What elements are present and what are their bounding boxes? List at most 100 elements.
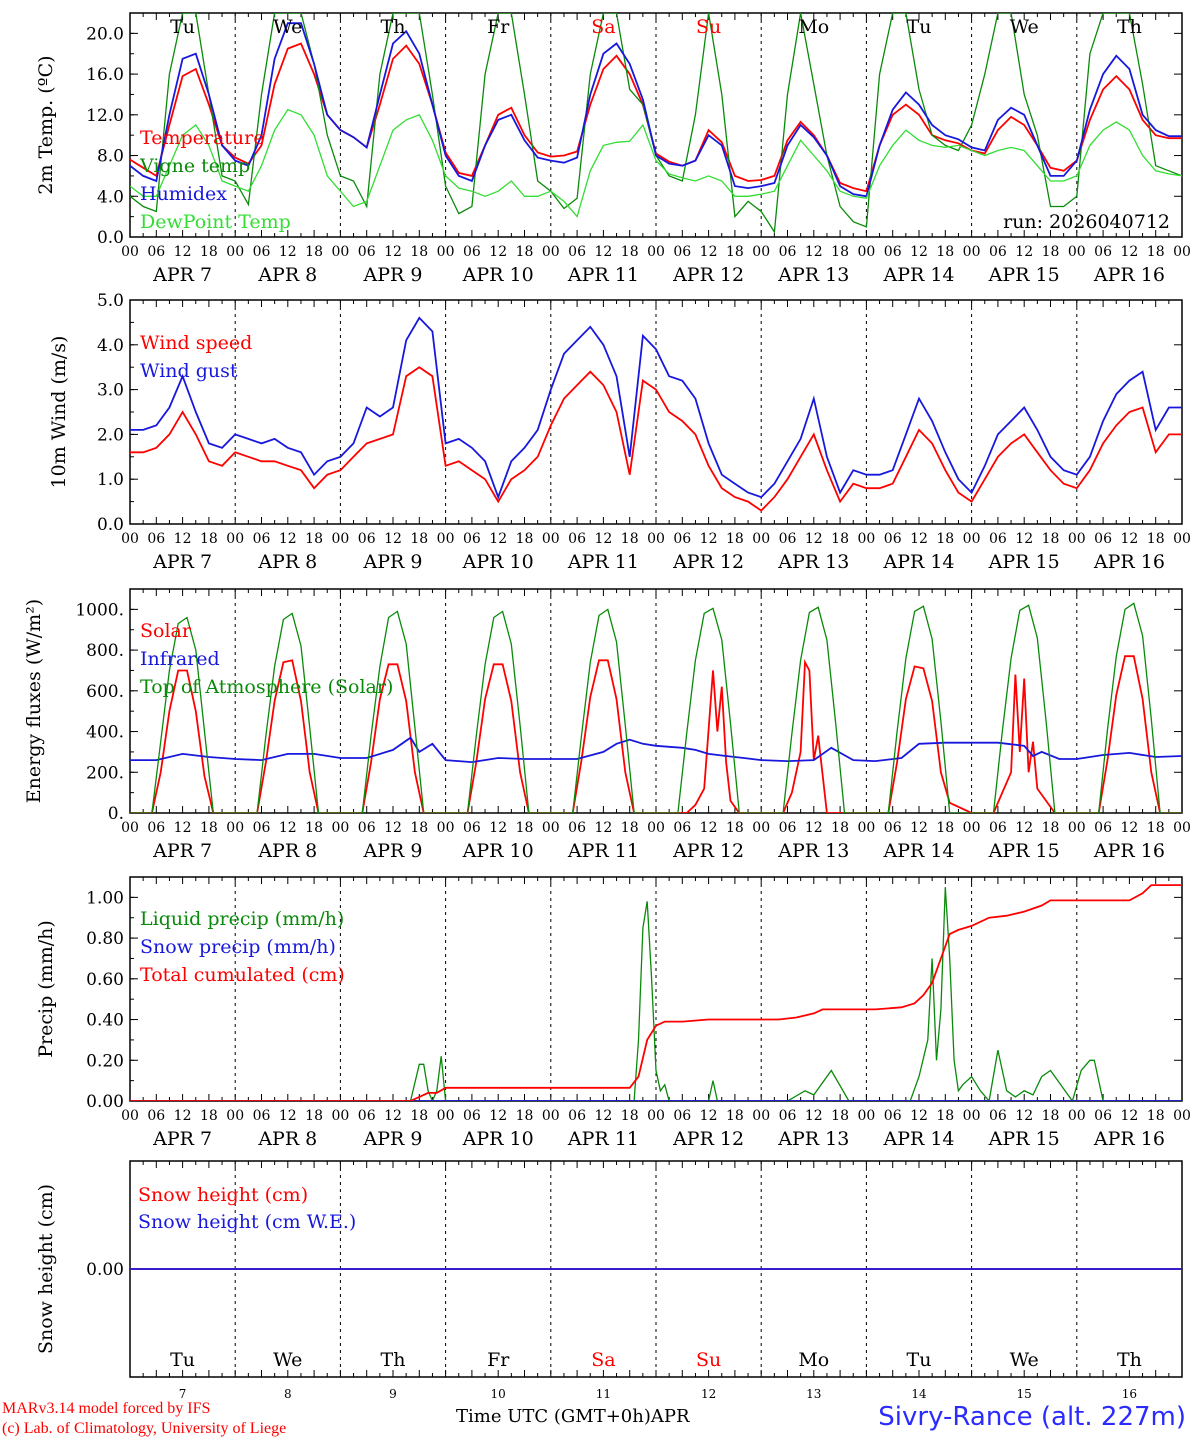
date-label: APR 15 — [988, 1128, 1060, 1150]
snow-panel: 0.00 Snow height (cm) Snow height (cm) S… — [35, 1160, 1183, 1378]
weekday-bottom-label: We — [1010, 1349, 1039, 1371]
weekday-top-label: We — [273, 16, 302, 38]
hour-tick-label: 06 — [989, 820, 1007, 836]
precip-panel: 0.00 0.20 0.40 0.60 0.80 1.00 00 06 12 18 APR 7 00 0… — [35, 876, 1191, 1150]
precip-legend-snow: Snow precip (mm/h) — [140, 936, 336, 958]
hour-tick-label: 12 — [489, 1108, 507, 1124]
date-label: APR 13 — [777, 264, 849, 286]
weekday-top-label: Th — [381, 16, 406, 38]
snow-legend-height: Snow height (cm) — [138, 1184, 308, 1206]
precip-series-2 — [130, 884, 1182, 1101]
hour-tick-label: 06 — [673, 531, 691, 547]
temperature-legend-vigne: Vigne temp — [139, 155, 250, 177]
y-tick-label: 0.20 — [86, 1051, 124, 1071]
hour-tick-label: 18 — [831, 531, 849, 547]
date-label: APR 10 — [462, 1128, 534, 1150]
hour-tick-label: 18 — [621, 1108, 639, 1124]
hour-tick-label: 18 — [621, 820, 639, 836]
weekday-top-label: Fr — [487, 16, 510, 38]
hour-tick-label: 12 — [384, 244, 402, 260]
hour-tick-label: 18 — [831, 1108, 849, 1124]
temperature-legend-dewpoint: DewPoint Temp — [140, 211, 291, 233]
hour-tick-label: 12 — [279, 1108, 297, 1124]
temperature-panel: 0.0 4.0 8.0 12.0 16.0 20.0 00 06 12 18 APR 7 00 06 12… — [35, 12, 1191, 286]
hour-tick-label: 12 — [174, 820, 192, 836]
y-tick-label: 5.0 — [97, 291, 124, 311]
weekday-bottom-label: We — [273, 1349, 302, 1371]
hour-tick-label: 00 — [1173, 531, 1191, 547]
hour-tick-label: 00 — [647, 244, 665, 260]
y-tick-label: 0.80 — [86, 929, 124, 949]
hour-tick-label: 00 — [1173, 820, 1191, 836]
hour-tick-label: 18 — [516, 820, 534, 836]
hour-tick-label: 06 — [1094, 1108, 1112, 1124]
hour-tick-label: 00 — [437, 1108, 455, 1124]
y-tick-label: 2.0 — [97, 425, 124, 445]
temp-series-3 — [130, 108, 1182, 218]
date-label: APR 11 — [567, 264, 639, 286]
hour-tick-label: 06 — [463, 820, 481, 836]
hour-tick-label: 06 — [989, 244, 1007, 260]
hour-tick-label: 12 — [1015, 244, 1033, 260]
hour-tick-label: 06 — [673, 1108, 691, 1124]
date-label: APR 15 — [988, 551, 1060, 573]
date-label: APR 7 — [152, 264, 212, 286]
hour-tick-label: 00 — [542, 531, 560, 547]
weekday-bottom-label: Tu — [170, 1349, 195, 1371]
y-tick-label: 0.60 — [86, 970, 124, 990]
date-label: APR 8 — [257, 551, 317, 573]
date-label: APR 8 — [257, 1128, 317, 1150]
date-label: APR 16 — [1093, 551, 1165, 573]
hour-tick-label: 12 — [489, 820, 507, 836]
day-number-label: 12 — [701, 1387, 716, 1401]
hour-tick-label: 12 — [594, 820, 612, 836]
hour-tick-label: 18 — [726, 531, 744, 547]
weekday-bottom-label: Tu — [907, 1349, 932, 1371]
day-number-label: 7 — [179, 1387, 187, 1401]
hour-tick-label: 06 — [358, 820, 376, 836]
weekday-bottom-label: Mo — [798, 1349, 829, 1371]
temp-series-1 — [130, 13, 1182, 234]
weekday-top-label: Su — [696, 16, 721, 38]
date-label: APR 9 — [363, 551, 423, 573]
hour-tick-label: 18 — [516, 531, 534, 547]
hour-tick-label: 18 — [516, 1108, 534, 1124]
hour-tick-label: 00 — [963, 531, 981, 547]
station-name: Sivry-Rance (alt. 227m) — [878, 1402, 1186, 1432]
hour-tick-label: 12 — [384, 531, 402, 547]
date-label: APR 12 — [672, 840, 744, 862]
hour-tick-label: 06 — [463, 531, 481, 547]
temperature-legend-temperature: Temperature — [140, 127, 264, 149]
snow-y-axis-label: Snow height (cm) — [35, 1184, 57, 1354]
hour-tick-label: 12 — [594, 244, 612, 260]
hour-tick-label: 00 — [121, 531, 139, 547]
hour-tick-label: 12 — [384, 820, 402, 836]
hour-tick-label: 12 — [174, 244, 192, 260]
hour-tick-label: 12 — [700, 820, 718, 836]
hour-tick-label: 00 — [1068, 531, 1086, 547]
hour-tick-label: 12 — [1120, 820, 1138, 836]
wind-y-axis-label: 10m Wind (m/s) — [48, 336, 70, 489]
y-tick-label: 800. — [86, 641, 124, 661]
y-tick-label: 0. — [108, 804, 124, 824]
y-tick-label: 400. — [86, 723, 124, 743]
y-tick-label: 1000. — [75, 600, 124, 620]
date-label: APR 9 — [363, 1128, 423, 1150]
hour-tick-label: 06 — [568, 244, 586, 260]
y-tick-label: 3.0 — [97, 381, 124, 401]
hour-tick-label: 18 — [831, 820, 849, 836]
temp-series-2 — [130, 22, 1182, 198]
weekday-bottom-label: Th — [1117, 1349, 1142, 1371]
hour-tick-label: 00 — [226, 531, 244, 547]
hour-tick-label: 06 — [147, 1108, 165, 1124]
hour-tick-label: 06 — [147, 820, 165, 836]
hour-tick-label: 00 — [542, 244, 560, 260]
hour-tick-label: 00 — [857, 820, 875, 836]
hour-tick-label: 12 — [279, 244, 297, 260]
hour-tick-label: 06 — [673, 244, 691, 260]
weekday-top-label: Tu — [170, 16, 195, 38]
date-label: APR 12 — [672, 1128, 744, 1150]
hour-tick-label: 12 — [805, 820, 823, 836]
time-axis-label: Time UTC (GMT+0h)APR — [456, 1406, 690, 1427]
